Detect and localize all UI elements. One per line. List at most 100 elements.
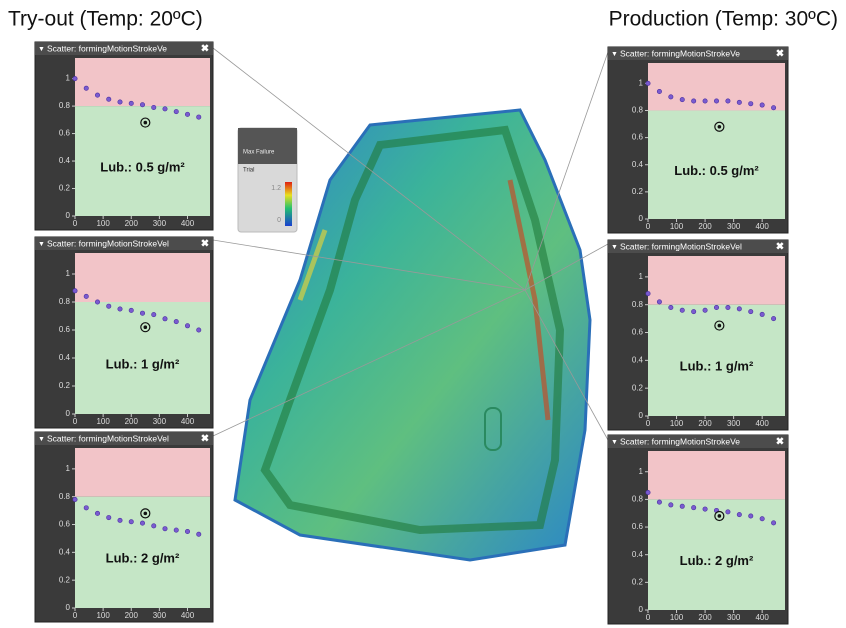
- data-point: [129, 308, 133, 312]
- y-tick-label: 0.6: [59, 325, 71, 334]
- data-point: [84, 86, 88, 90]
- y-tick-label: 0.4: [59, 547, 71, 556]
- data-point: [680, 504, 684, 508]
- y-tick-label: 0.6: [632, 522, 644, 531]
- data-point: [737, 512, 741, 516]
- y-tick-label: 0: [639, 411, 644, 420]
- data-point: [646, 291, 650, 295]
- data-point: [646, 81, 650, 85]
- x-tick-label: 400: [755, 419, 769, 428]
- x-tick-label: 100: [96, 219, 110, 228]
- data-point: [657, 300, 661, 304]
- data-point: [95, 511, 99, 515]
- x-tick-label: 300: [153, 611, 167, 620]
- legend-subtitle: Trial: [243, 168, 254, 174]
- data-point: [185, 529, 189, 533]
- panel-title: Scatter: formingMotionStrokeVe: [620, 48, 740, 58]
- annotation: Lub.: 1 g/m²: [680, 359, 754, 374]
- close-button[interactable]: ✖: [201, 44, 209, 55]
- scatter-panel: ▼Scatter: formingMotionStrokeVel✖00.20.4…: [35, 237, 213, 428]
- scatter-panel: ▼Scatter: formingMotionStrokeVel✖00.20.4…: [608, 240, 788, 430]
- panel-title: Scatter: formingMotionStrokeVel: [47, 238, 169, 248]
- data-point: [680, 308, 684, 312]
- close-button[interactable]: ✖: [776, 437, 784, 448]
- close-button[interactable]: ✖: [201, 239, 209, 250]
- data-point: [107, 97, 111, 101]
- y-tick-label: 0: [66, 211, 71, 220]
- y-tick-label: 1: [66, 464, 71, 473]
- close-button[interactable]: ✖: [201, 434, 209, 445]
- data-point: [152, 524, 156, 528]
- target-dot: [718, 324, 722, 328]
- close-button[interactable]: ✖: [776, 49, 784, 60]
- y-tick-label: 0.2: [59, 184, 71, 193]
- close-button[interactable]: ✖: [776, 242, 784, 253]
- y-tick-label: 0.8: [59, 297, 71, 306]
- y-tick-label: 0.8: [632, 495, 644, 504]
- target-dot: [144, 121, 148, 125]
- left-header: Try-out (Temp: 20ºC): [8, 8, 203, 31]
- target-dot: [718, 514, 722, 518]
- y-tick-label: 0.2: [632, 577, 644, 586]
- data-point: [714, 99, 718, 103]
- collapse-icon[interactable]: ▼: [611, 439, 618, 446]
- annotation: Lub.: 2 g/m²: [106, 551, 180, 566]
- x-tick-label: 300: [153, 219, 167, 228]
- data-point: [726, 510, 730, 514]
- y-tick-label: 1: [639, 78, 644, 87]
- collapse-icon[interactable]: ▼: [611, 51, 618, 58]
- data-point: [163, 107, 167, 111]
- collapse-icon[interactable]: ▼: [611, 244, 618, 251]
- data-point: [174, 109, 178, 113]
- panel-title: Scatter: formingMotionStrokeVe: [620, 436, 740, 446]
- fail-region: [75, 448, 210, 497]
- fail-region: [75, 253, 210, 302]
- y-tick-label: 0.4: [632, 160, 644, 169]
- data-point: [691, 505, 695, 509]
- collapse-icon[interactable]: ▼: [38, 46, 45, 53]
- data-point: [140, 311, 144, 315]
- data-point: [107, 515, 111, 519]
- x-tick-label: 0: [73, 417, 78, 426]
- data-point: [737, 100, 741, 104]
- x-tick-label: 100: [96, 417, 110, 426]
- data-point: [174, 528, 178, 532]
- data-point: [714, 305, 718, 309]
- data-point: [760, 517, 764, 521]
- y-tick-label: 0.6: [59, 520, 71, 529]
- annotation: Lub.: 1 g/m²: [106, 356, 180, 371]
- x-tick-label: 400: [181, 611, 195, 620]
- data-point: [107, 304, 111, 308]
- x-tick-label: 200: [698, 613, 712, 622]
- target-dot: [144, 325, 148, 329]
- collapse-icon[interactable]: ▼: [38, 241, 45, 248]
- annotation: Lub.: 0.5 g/m²: [674, 163, 759, 178]
- y-tick-label: 0.4: [632, 355, 644, 364]
- collapse-icon[interactable]: ▼: [38, 436, 45, 443]
- data-point: [73, 76, 77, 80]
- data-point: [760, 103, 764, 107]
- legend-min: 0: [277, 217, 281, 224]
- data-point: [73, 497, 77, 501]
- target-dot: [718, 125, 722, 129]
- data-point: [771, 106, 775, 110]
- data-point: [669, 503, 673, 507]
- x-tick-label: 400: [755, 222, 769, 231]
- data-point: [726, 99, 730, 103]
- data-point: [95, 93, 99, 97]
- y-tick-label: 0.2: [59, 381, 71, 390]
- y-tick-label: 1: [639, 272, 644, 281]
- data-point: [197, 115, 201, 119]
- data-point: [84, 506, 88, 510]
- data-point: [185, 324, 189, 328]
- data-point: [680, 97, 684, 101]
- x-tick-label: 0: [646, 222, 651, 231]
- data-point: [163, 526, 167, 530]
- x-tick-label: 400: [181, 219, 195, 228]
- data-point: [163, 317, 167, 321]
- color-legend: Max Failure Trial 1.2 0: [238, 128, 297, 232]
- scatter-panel: ▼Scatter: formingMotionStrokeVe✖00.20.40…: [608, 435, 788, 624]
- data-point: [118, 518, 122, 522]
- data-point: [140, 521, 144, 525]
- x-tick-label: 200: [125, 611, 139, 620]
